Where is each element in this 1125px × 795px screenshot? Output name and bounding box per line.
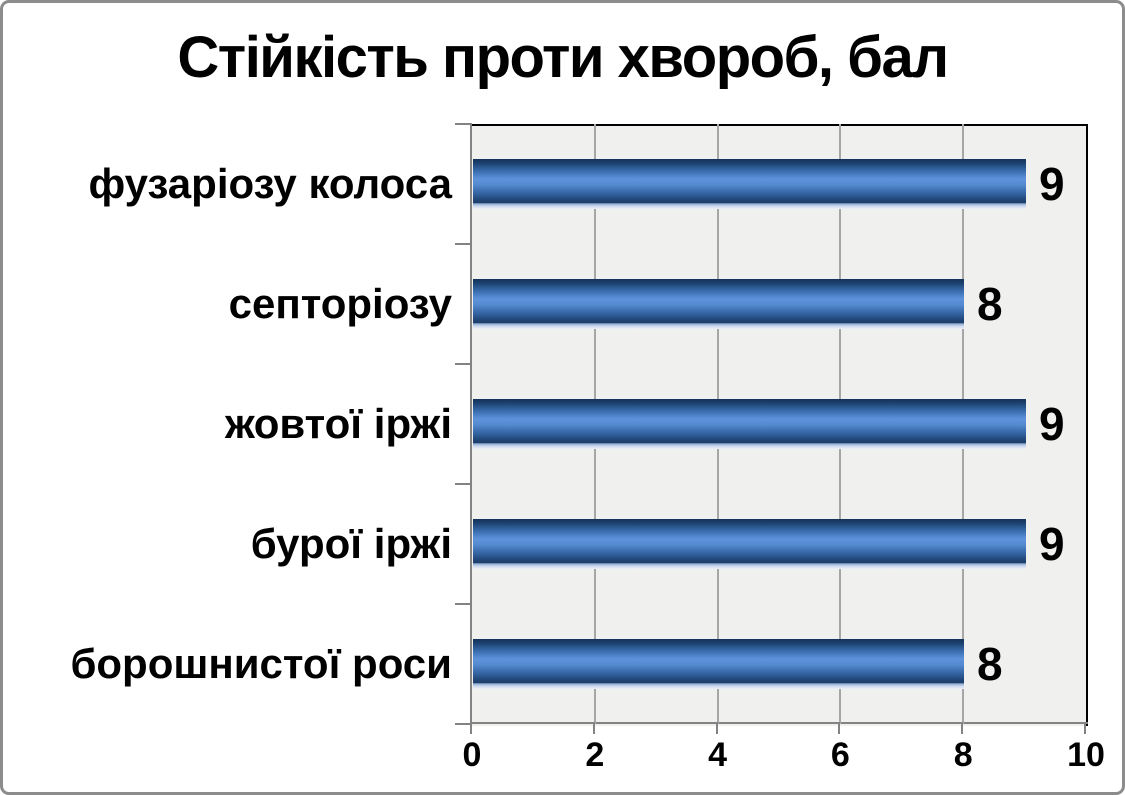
- x-tick-label: 6: [830, 736, 850, 774]
- value-axis-tick: [470, 722, 472, 734]
- category-axis-tick: [455, 123, 472, 125]
- category-axis-tick: [455, 363, 472, 365]
- category-axis-tick: [455, 723, 472, 725]
- category-label: борошнистої роси: [70, 640, 452, 687]
- category-axis-line: [470, 124, 472, 724]
- bar: [473, 519, 1026, 569]
- bar-value-label: 9: [1039, 158, 1065, 210]
- category-label: фузаріозу колоса: [88, 160, 452, 207]
- value-axis-tick: [715, 722, 718, 734]
- value-axis-tick: [1084, 722, 1086, 734]
- bar: [473, 639, 964, 689]
- category-axis-tick: [455, 603, 472, 605]
- bar-value-label: 9: [1039, 518, 1065, 570]
- value-axis-line: [470, 722, 1088, 724]
- bar: [473, 279, 964, 329]
- value-axis-tick: [592, 722, 595, 734]
- bar: [473, 159, 1026, 209]
- category-label: жовтої іржі: [224, 400, 452, 447]
- x-tick-label: 8: [953, 736, 973, 774]
- category-axis-tick: [455, 243, 472, 245]
- category-axis-tick: [455, 483, 472, 485]
- x-tick-label: 10: [1067, 736, 1105, 774]
- bar-value-label: 8: [977, 278, 1003, 330]
- category-label: септоріозу: [228, 280, 452, 327]
- category-label: бурої іржі: [250, 520, 452, 567]
- bar-value-label: 8: [977, 638, 1003, 690]
- value-axis-tick: [838, 722, 841, 734]
- bar: [473, 399, 1026, 449]
- chart-title: Стійкість проти хвороб, бал: [177, 25, 949, 90]
- x-tick-label: 2: [585, 736, 605, 774]
- x-tick-label: 4: [708, 736, 728, 774]
- x-tick-label: 0: [462, 736, 482, 774]
- bar-value-label: 9: [1039, 398, 1065, 450]
- value-axis-tick: [961, 722, 964, 734]
